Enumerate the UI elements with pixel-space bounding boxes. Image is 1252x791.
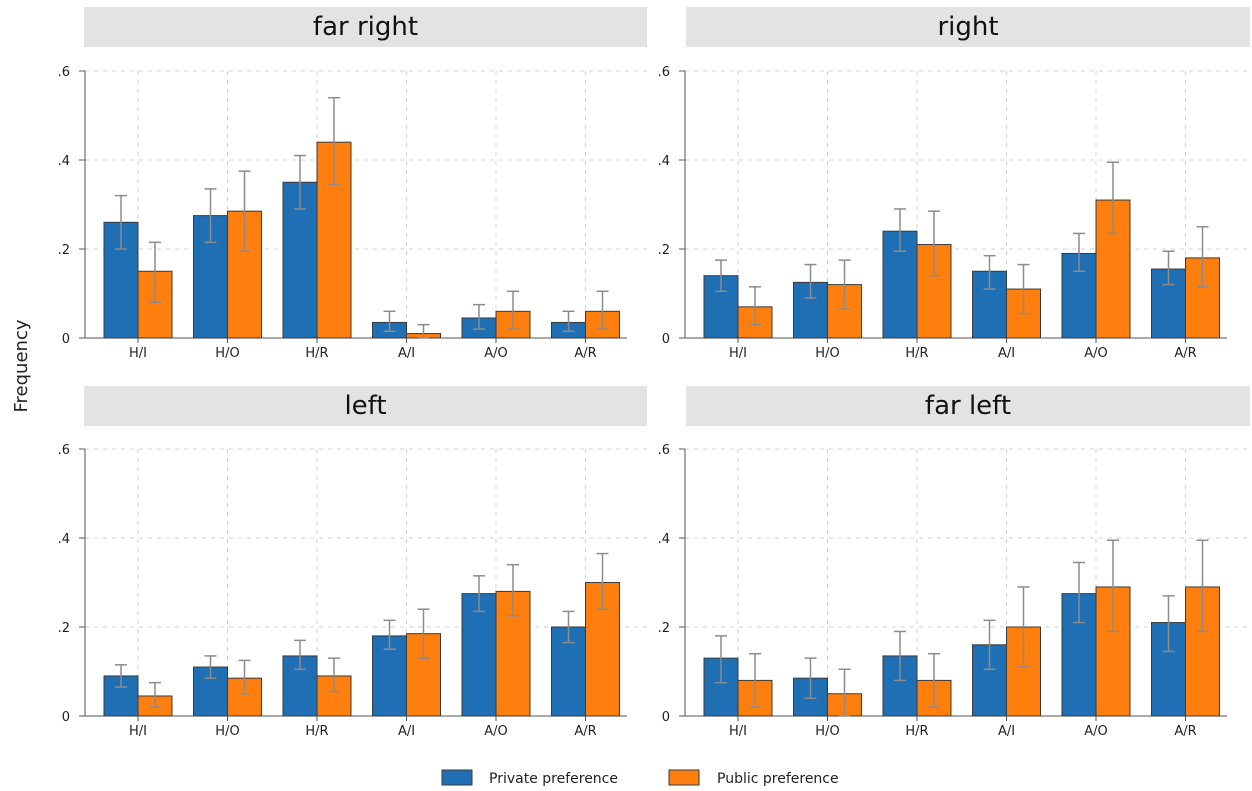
x-tick-label: H/O: [815, 346, 839, 361]
y-axis-label: Frequency: [11, 319, 32, 412]
x-tick-label: H/R: [305, 346, 328, 361]
panel-title-strip: [686, 7, 1250, 47]
x-tick-label: H/R: [905, 346, 928, 361]
legend-label: Private preference: [489, 771, 618, 787]
x-tick-label: A/I: [998, 346, 1015, 361]
bar: [551, 626, 586, 717]
x-tick-label: A/O: [1084, 724, 1108, 739]
x-tick-label: H/I: [729, 346, 747, 361]
y-tick-label: .6: [658, 443, 670, 458]
x-tick-label: A/I: [398, 724, 415, 739]
panel-title-strip: [686, 386, 1250, 426]
legend: Private preference Public preference: [441, 769, 839, 787]
x-tick-label: H/R: [905, 724, 928, 739]
y-tick-label: .2: [658, 243, 670, 258]
bar: [461, 593, 497, 717]
y-tick-label: 0: [662, 332, 670, 347]
panels: far right 0 .2 .4 .6 H/I H/O H/R A/I A/O A/R right 0…: [58, 7, 1250, 739]
x-tick-label: A/R: [1174, 346, 1196, 361]
x-tick-label: H/O: [815, 724, 839, 739]
y-tick-label: .2: [658, 621, 670, 636]
x-tick-label: A/O: [1084, 346, 1108, 361]
panel-title-strip: [84, 386, 647, 426]
y-tick-label: .6: [58, 65, 70, 80]
panel-title-strip: [84, 7, 647, 47]
panel-title: left: [344, 391, 386, 421]
y-tick-label: .2: [58, 621, 70, 636]
panel-title: far right: [313, 12, 418, 42]
x-tick-label: A/O: [484, 346, 508, 361]
x-tick-label: H/I: [729, 724, 747, 739]
panel-far-right: far right 0 .2 .4 .6 H/I H/O H/R A/I A/O A/R: [58, 7, 647, 361]
panel-right: right 0 .2 .4 .6 H/I H/O H/R A/I A/O A/R: [658, 7, 1250, 361]
x-tick-label: H/I: [129, 346, 147, 361]
y-tick-label: 0: [662, 710, 670, 725]
y-tick-label: .4: [658, 532, 670, 547]
x-tick-label: A/R: [1174, 724, 1196, 739]
x-tick-label: A/O: [484, 724, 508, 739]
panel-title: right: [937, 12, 998, 42]
legend-swatch: [668, 769, 700, 786]
panel-far-left: far left 0 .2 .4 .6 H/I H/O H/R A/I A/O A/R: [658, 386, 1250, 739]
x-tick-label: A/R: [574, 724, 596, 739]
x-tick-label: H/O: [215, 724, 239, 739]
panel-title: far left: [925, 391, 1011, 421]
x-tick-label: H/O: [215, 346, 239, 361]
y-tick-label: .4: [658, 154, 670, 169]
y-tick-label: 0: [62, 332, 70, 347]
legend-label: Public preference: [717, 771, 839, 787]
x-tick-label: H/I: [129, 724, 147, 739]
legend-swatch: [441, 769, 473, 786]
y-tick-label: .6: [658, 65, 670, 80]
y-tick-label: 0: [62, 710, 70, 725]
panel-left: left 0 .2 .4 .6 H/I H/O H/R A/I A/O A/R: [58, 386, 647, 739]
x-tick-label: A/I: [998, 724, 1015, 739]
x-tick-label: H/R: [305, 724, 328, 739]
y-tick-label: .6: [58, 443, 70, 458]
y-tick-label: .4: [58, 532, 70, 547]
x-tick-label: A/R: [574, 346, 596, 361]
y-tick-label: .4: [58, 154, 70, 169]
x-tick-label: A/I: [398, 346, 415, 361]
y-tick-label: .2: [58, 243, 70, 258]
